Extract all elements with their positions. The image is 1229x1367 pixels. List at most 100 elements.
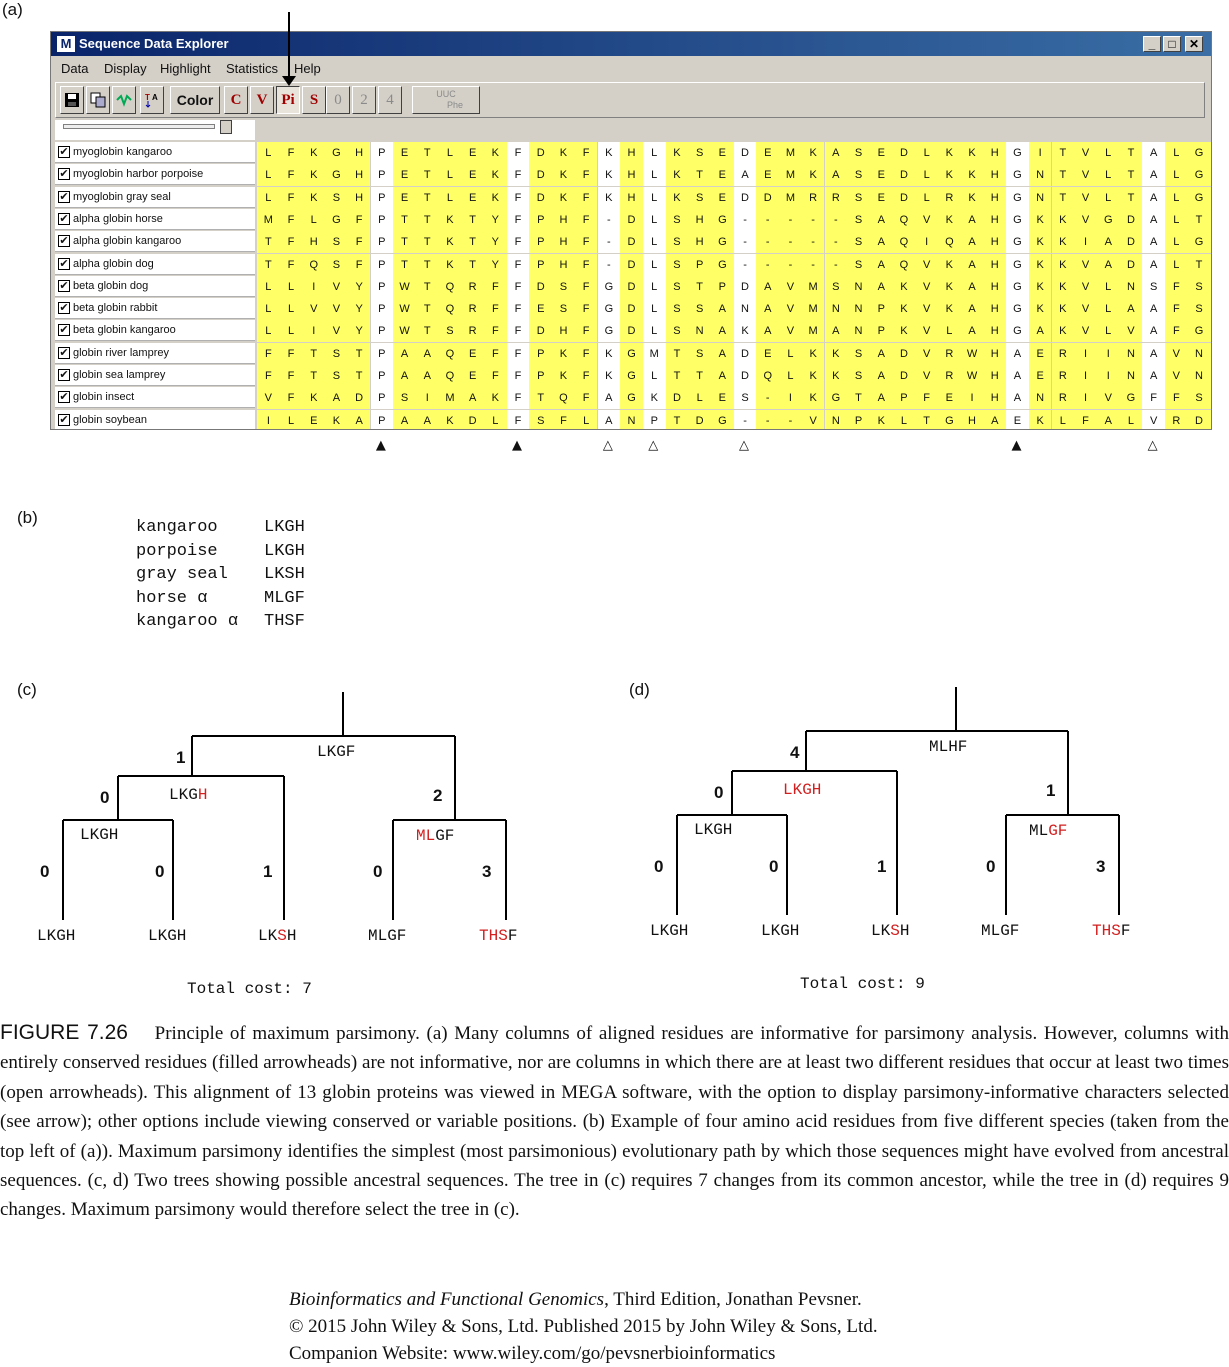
residue-cell[interactable]: P [529,253,553,276]
residue-cell[interactable]: A [756,275,780,298]
residue-cell[interactable]: F [279,231,303,254]
residue-cell[interactable]: K [801,365,825,387]
residue-cell[interactable]: V [1165,365,1188,387]
residue-cell[interactable]: K [438,409,462,429]
residue-cell[interactable]: D [892,142,916,164]
residue-cell[interactable]: P [847,409,870,429]
residue-cell[interactable]: - [733,231,757,254]
residue-cell[interactable]: L [915,142,938,164]
residue-cell[interactable]: G [1006,298,1029,321]
residue-cell[interactable]: N [1119,342,1143,365]
residue-cell[interactable]: L [642,231,666,254]
residue-cell[interactable]: L [892,409,916,429]
residue-cell[interactable]: L [779,342,802,365]
residue-cell[interactable]: T [1187,253,1211,276]
residue-cell[interactable]: S [688,342,711,365]
species-name-cell[interactable]: ✔ beta globin dog [55,275,255,297]
species-name-cell[interactable]: ✔ alpha globin dog [55,253,255,275]
residue-cell[interactable]: S [847,231,870,254]
include-checkbox[interactable]: ✔ [58,346,70,359]
residue-cell[interactable]: Q [892,253,916,276]
residue-cell[interactable]: L [257,164,280,187]
menu-display[interactable]: Display [104,61,147,76]
residue-cell[interactable]: L [779,365,802,387]
include-checkbox[interactable]: ✔ [58,257,70,270]
residue-cell[interactable]: L [279,320,303,343]
residue-cell[interactable]: - [756,231,780,254]
residue-cell[interactable]: G [1006,231,1029,254]
residue-cell[interactable]: P [370,275,394,298]
residue-cell[interactable]: - [779,231,802,254]
residue-cell[interactable]: T [415,298,439,321]
residue-cell[interactable]: V [1074,164,1097,187]
residue-cell[interactable]: A [756,298,780,321]
residue-cell[interactable]: A [1142,164,1165,187]
residue-cell[interactable]: I [1096,365,1120,387]
residue-cell[interactable]: A [711,298,734,321]
residue-cell[interactable]: F [506,342,530,365]
residue-cell[interactable]: N [1187,342,1211,365]
residue-cell[interactable]: N [1028,186,1052,209]
residue-cell[interactable]: K [484,142,507,164]
close-button[interactable]: ✕ [1185,36,1203,52]
residue-cell[interactable]: A [869,365,893,387]
residue-cell[interactable]: F [574,298,598,321]
residue-cell[interactable]: H [552,320,575,343]
residue-cell[interactable]: D [1210,275,1211,298]
residue-cell[interactable]: F [574,253,598,276]
residue-cell[interactable]: S [1187,298,1211,321]
residue-cell[interactable]: - [801,253,825,276]
residue-cell[interactable]: T [1051,142,1075,164]
residue-cell[interactable]: D [620,275,643,298]
residue-cell[interactable]: K [824,365,848,387]
residue-cell[interactable]: F [257,365,280,387]
residue-cell[interactable]: I [257,409,280,429]
highlight-0fold-button[interactable]: 0 [326,86,350,114]
residue-cell[interactable]: M [779,186,802,209]
residue-cell[interactable]: D [892,186,916,209]
residue-cell[interactable]: S [529,409,553,429]
residue-cell[interactable]: T [347,365,371,387]
residue-cell[interactable]: A [393,342,416,365]
residue-cell[interactable]: K [302,164,326,187]
residue-cell[interactable]: L [915,186,938,209]
residue-cell[interactable]: K [484,186,507,209]
minimize-button[interactable]: _ [1143,36,1161,52]
residue-cell[interactable]: - [597,231,621,254]
residue-cell[interactable]: V [915,253,938,276]
residue-cell[interactable]: A [1006,342,1029,365]
residue-cell[interactable]: D [1210,365,1211,387]
residue-cell[interactable]: F [506,164,530,187]
residue-cell[interactable]: A [983,409,1007,429]
residue-cell[interactable]: G [711,208,734,231]
residue-cell[interactable]: L [1096,298,1120,321]
residue-cell[interactable]: D [733,142,757,164]
residue-cell[interactable]: Q [438,298,462,321]
residue-cell[interactable]: V [257,387,280,410]
residue-cell[interactable]: V [1074,298,1097,321]
residue-cell[interactable]: D [1210,342,1211,365]
residue-cell[interactable]: P [370,208,394,231]
residue-cell[interactable]: - [779,253,802,276]
residue-cell[interactable]: P [688,253,711,276]
species-name-cell[interactable]: ✔ globin soybean [55,409,255,429]
residue-cell[interactable]: N [824,298,848,321]
residue-cell[interactable]: F [1165,298,1188,321]
residue-cell[interactable]: V [779,320,802,343]
residue-cell[interactable]: T [847,387,870,410]
residue-cell[interactable]: I [415,387,439,410]
residue-cell[interactable]: - [733,208,757,231]
residue-cell[interactable]: A [869,208,893,231]
residue-cell[interactable]: F [1165,387,1188,410]
residue-cell[interactable]: T [665,409,689,429]
residue-cell[interactable]: N [688,320,711,343]
residue-cell[interactable]: V [779,275,802,298]
residue-cell[interactable]: A [415,365,439,387]
save-button[interactable] [60,86,84,114]
residue-cell[interactable]: G [620,365,643,387]
residue-cell[interactable]: A [1006,387,1029,410]
residue-cell[interactable]: E [461,186,484,209]
residue-cell[interactable]: V [1096,387,1120,410]
residue-cell[interactable]: K [960,186,984,209]
residue-cell[interactable]: S [325,186,348,209]
